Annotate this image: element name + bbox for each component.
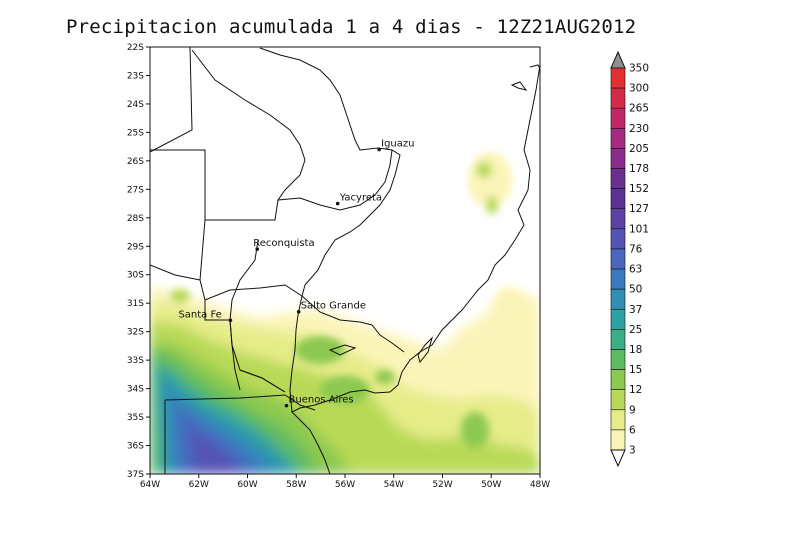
lat-tick-label: 34S	[127, 385, 144, 395]
coastline	[291, 64, 540, 474]
lat-tick-label: 37S	[127, 470, 144, 480]
colorbar-box	[610, 409, 626, 431]
city-label: Reconquista	[253, 238, 314, 249]
colorbar-label: 9	[629, 404, 636, 416]
colorbar-box	[610, 67, 626, 89]
border-argentina-uruguay	[289, 295, 303, 413]
city-label: Buenos Aires	[289, 395, 354, 406]
colorbar-label: 205	[629, 143, 649, 155]
border-bolivia	[150, 149, 206, 220]
city-labels: Iguazu Yacyreta Reconquista Santa Fe Salto G…	[178, 138, 414, 408]
colorbar-box	[610, 107, 626, 129]
lon-tick-label: 60W	[237, 480, 257, 490]
lat-tick-label: 22S	[127, 43, 144, 53]
colorbar-label: 127	[629, 203, 649, 215]
city-marker	[284, 403, 289, 408]
latitude-axis: 22S 23S 24S 25S 26S 27S 28S 29S 30S 31S 32S 33S 34S 3…	[127, 43, 150, 480]
lon-tick-label: 48W	[530, 480, 550, 490]
colorbar-label: 101	[629, 223, 649, 235]
city-label: Iguazu	[381, 138, 414, 149]
border-paraguay	[191, 49, 401, 297]
lat-tick-label: 24S	[127, 100, 144, 110]
lon-tick-label: 54W	[384, 480, 404, 490]
lat-tick-label: 30S	[127, 271, 144, 281]
lat-tick-label: 28S	[127, 214, 144, 224]
colorbar-box	[610, 429, 626, 451]
city-label: Salto Grande	[301, 301, 366, 312]
colorbar-label: 230	[629, 123, 649, 135]
colorbar-box	[610, 369, 626, 390]
lat-tick-label: 26S	[127, 157, 144, 167]
city-marker	[255, 247, 260, 251]
colorbar-box	[610, 349, 626, 370]
colorbar-box	[610, 188, 626, 210]
colorbar-box	[610, 87, 626, 109]
lon-tick-label: 50W	[481, 480, 501, 490]
colorbar-box	[610, 329, 626, 350]
lon-tick-label: 56W	[335, 480, 355, 490]
city-marker	[377, 147, 381, 152]
precip-shading	[150, 152, 540, 474]
colorbar-box	[610, 308, 626, 330]
colorbar-label: 152	[629, 183, 649, 195]
colorbar-label: 15	[629, 364, 642, 376]
colorbar-box	[610, 208, 626, 230]
lon-tick-label: 64W	[140, 480, 160, 490]
colorbar-box	[610, 128, 626, 149]
colorbar: 3503002652302051781521271017663503725181…	[610, 50, 649, 468]
city-marker	[335, 201, 340, 206]
colorbar-label: 37	[629, 304, 642, 316]
border-brazil-paraguay	[259, 47, 393, 151]
city-marker	[296, 309, 301, 314]
lat-tick-label: 31S	[127, 299, 144, 309]
colorbar-top-triangle	[610, 50, 626, 69]
colorbar-label: 178	[629, 163, 649, 175]
colorbar-box	[610, 228, 626, 250]
colorbar-label: 76	[629, 243, 643, 255]
chart-title: Precipitacion acumulada 1 a 4 dias - 12Z…	[66, 16, 637, 38]
lagoa-dos-patos	[417, 336, 434, 364]
colorbar-label: 12	[629, 384, 642, 396]
city-label: Santa Fe	[178, 309, 221, 320]
lat-tick-label: 25S	[127, 128, 144, 138]
map-outlines	[150, 47, 540, 474]
colorbar-box	[610, 168, 626, 189]
lat-tick-label: 29S	[127, 242, 144, 252]
colorbar-label: 18	[629, 344, 642, 356]
colorbar-label: 63	[629, 264, 642, 276]
border-uruguay-brazil	[301, 295, 405, 353]
colorbar-box	[610, 268, 626, 290]
lat-tick-label: 33S	[127, 356, 144, 366]
colorbar-box	[610, 288, 626, 310]
colorbar-label: 300	[629, 83, 649, 95]
colorbar-box	[610, 148, 626, 169]
lat-tick-label: 27S	[127, 185, 144, 195]
lat-tick-label: 35S	[127, 413, 144, 423]
city-marker	[228, 318, 233, 323]
colorbar-label: 50	[629, 284, 642, 296]
lon-tick-label: 58W	[286, 480, 306, 490]
colorbar-label: 6	[629, 424, 636, 436]
longitude-axis: 64W 62W 60W 58W 56W 54W 52W 50W 48W	[140, 474, 550, 490]
lon-tick-label: 52W	[432, 480, 452, 490]
lat-tick-label: 23S	[127, 71, 144, 81]
lat-tick-label: 36S	[127, 442, 144, 452]
colorbar-label: 265	[629, 103, 649, 115]
colorbar-bottom-triangle	[610, 449, 626, 468]
precip-patch-east	[496, 289, 524, 321]
colorbar-label: 3	[629, 445, 636, 457]
rio-de-la-plata	[284, 394, 316, 411]
lon-tick-label: 62W	[189, 480, 209, 490]
lat-tick-label: 32S	[127, 328, 144, 338]
colorbar-label: 25	[629, 324, 642, 336]
colorbar-box	[610, 248, 626, 270]
colorbar-box	[610, 389, 626, 411]
colorbar-label: 350	[629, 63, 649, 75]
precip-76mm-area	[192, 428, 238, 474]
province-border-santa-fe	[205, 199, 279, 221]
city-label: Yacyreta	[339, 193, 382, 204]
